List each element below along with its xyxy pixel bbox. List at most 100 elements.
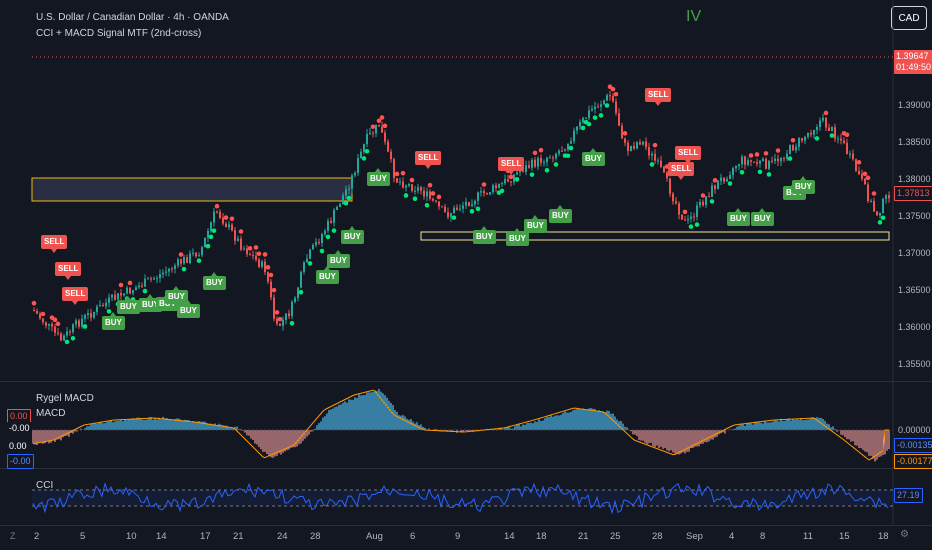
- candle-body: [843, 140, 845, 143]
- candle-body: [753, 161, 755, 163]
- cci-value-tag: 27.19: [894, 488, 923, 503]
- currency-button[interactable]: CAD: [891, 6, 927, 30]
- candle-body: [405, 185, 407, 188]
- support-zone: [420, 231, 890, 241]
- candle-body: [177, 259, 179, 266]
- time-tick: 5: [80, 531, 86, 542]
- candle-body: [780, 158, 782, 162]
- indicator-title[interactable]: CCI + MACD Signal MTF (2nd-cross): [36, 28, 202, 39]
- trend-dot: [400, 170, 406, 176]
- trend-dot: [508, 174, 514, 180]
- macd-subtitle[interactable]: MACD: [36, 408, 66, 419]
- candle-body: [669, 178, 671, 194]
- buy-signal-label: BUY: [506, 228, 529, 246]
- candle-body: [846, 142, 848, 154]
- candle-body: [408, 184, 410, 186]
- buy-signal-label: BUY: [727, 208, 750, 226]
- candle-body: [888, 195, 890, 199]
- candle-body: [480, 191, 482, 193]
- trend-dot: [790, 137, 796, 143]
- time-tick: 9: [455, 531, 461, 542]
- candle-body: [126, 287, 128, 294]
- candle-body: [762, 158, 764, 161]
- trend-dot: [538, 147, 544, 153]
- candle-body: [165, 271, 167, 273]
- candle-body: [582, 118, 584, 123]
- trend-dot: [268, 272, 274, 278]
- trend-dot: [529, 172, 535, 177]
- trend-dot: [262, 252, 268, 257]
- trend-dot: [865, 175, 871, 181]
- candle-body: [618, 113, 620, 126]
- candle-body: [87, 313, 89, 315]
- candle-body: [387, 141, 389, 152]
- trend-dot: [514, 176, 520, 182]
- candle-body: [864, 178, 866, 185]
- candle-body: [129, 287, 131, 294]
- time-tick: 25: [610, 531, 621, 542]
- candle-body: [315, 242, 317, 245]
- candle-body: [270, 281, 272, 298]
- candle-body: [648, 147, 650, 156]
- time-tick: Aug: [366, 531, 383, 542]
- trend-dot: [178, 252, 184, 257]
- time-tick: 21: [233, 531, 244, 542]
- cci-title[interactable]: CCI: [36, 480, 54, 491]
- settings-gear-icon[interactable]: ⚙: [900, 529, 909, 540]
- candle-body: [42, 318, 44, 323]
- bar-countdown: 01:49:50: [896, 62, 932, 72]
- candle-body: [504, 179, 506, 184]
- trend-dot: [82, 324, 88, 329]
- candle-body: [444, 206, 446, 213]
- candle-body: [321, 234, 323, 244]
- candle-body: [339, 204, 341, 207]
- pane-divider-cci[interactable]: [0, 468, 932, 469]
- trend-dot: [709, 199, 715, 204]
- candle-body: [420, 187, 422, 191]
- candle-body: [855, 159, 857, 171]
- time-tick: 6: [410, 531, 416, 542]
- candle-body: [723, 177, 725, 182]
- trend-dot: [127, 280, 133, 286]
- candle-body: [882, 198, 884, 214]
- buy-signal-label: BUY: [367, 168, 390, 186]
- candle-body: [759, 160, 761, 164]
- candle-body: [48, 323, 50, 326]
- candle-body: [861, 174, 863, 179]
- trend-dot: [229, 216, 235, 222]
- candle-body: [543, 162, 545, 164]
- time-tick: 11: [803, 531, 813, 542]
- candle-body: [102, 305, 104, 307]
- candle-body: [672, 193, 674, 202]
- zoom-icon[interactable]: Z: [10, 531, 16, 541]
- candle-body: [441, 206, 443, 208]
- candle-body: [636, 142, 638, 149]
- candle-body: [525, 165, 527, 172]
- candle-body: [726, 178, 728, 182]
- trend-dot: [499, 188, 505, 194]
- candle-body: [330, 220, 332, 223]
- candle-body: [111, 294, 113, 298]
- candle-body: [189, 253, 191, 263]
- candle-body: [699, 201, 701, 206]
- candle-body: [609, 95, 611, 97]
- pane-divider-macd[interactable]: [0, 381, 932, 382]
- candle-body: [264, 261, 266, 273]
- candle-body: [528, 165, 530, 168]
- candle-body: [258, 259, 260, 267]
- macd-title[interactable]: Rygel MACD: [36, 393, 94, 404]
- symbol-title[interactable]: U.S. Dollar / Canadian Dollar · 4h · OAN…: [36, 12, 229, 23]
- candle-body: [522, 170, 524, 172]
- candle-body: [291, 301, 293, 317]
- candle-body: [492, 185, 494, 193]
- candle-body: [483, 191, 485, 194]
- candle-body: [747, 160, 749, 165]
- candle-body: [705, 196, 707, 206]
- trend-dot: [622, 131, 628, 136]
- candle-body: [819, 120, 821, 127]
- trend-dot: [469, 209, 475, 214]
- candle-body: [468, 201, 470, 206]
- candle-body: [804, 136, 806, 141]
- candle-body: [183, 257, 185, 264]
